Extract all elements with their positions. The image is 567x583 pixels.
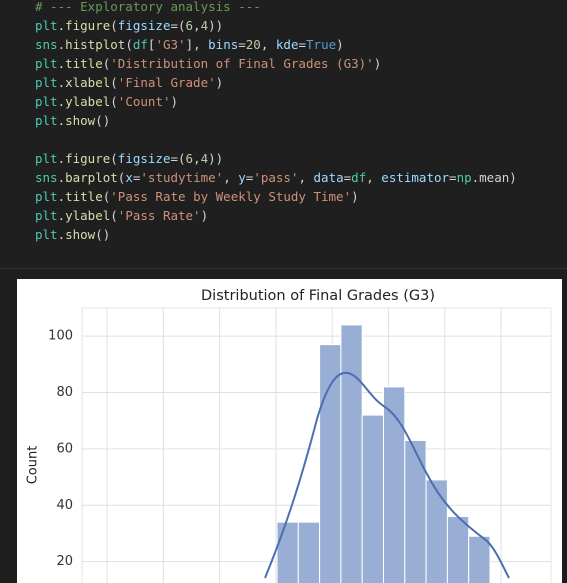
- bar: [276, 521, 299, 583]
- code-line: plt.title('Distribution of Final Grades …: [35, 56, 382, 71]
- code-line: # --- Exploratory analysis ---: [35, 0, 261, 14]
- y-tick-label: 40: [56, 498, 73, 513]
- code-line: plt.figure(figsize=(6,4)): [35, 151, 224, 166]
- y-tick-label: 80: [56, 385, 73, 400]
- chart-title: Distribution of Final Grades (G3): [201, 288, 435, 304]
- bar: [468, 535, 491, 583]
- code-line: sns.barplot(x='studytime', y='pass', dat…: [35, 170, 517, 185]
- bar: [297, 521, 321, 583]
- code-line: plt.show(): [35, 113, 111, 128]
- code-line: plt.title('Pass Rate by Weekly Study Tim…: [35, 189, 359, 204]
- bar: [446, 516, 470, 583]
- y-axis-label: Count: [26, 446, 41, 485]
- code-line: plt.xlabel('Final Grade'): [35, 75, 224, 90]
- bar: [340, 324, 363, 583]
- code-line: plt.show(): [35, 227, 111, 242]
- bar: [319, 344, 342, 583]
- code-line: sns.histplot(df['G3'], bins=20, kde=True…: [35, 37, 344, 52]
- code-line: plt.figure(figsize=(6,4)): [35, 18, 224, 33]
- bar: [425, 479, 448, 583]
- bar: [404, 439, 427, 583]
- kde-line: [264, 371, 510, 579]
- y-tick-label: 20: [56, 554, 73, 569]
- code-line: plt.ylabel('Pass Rate'): [35, 208, 209, 223]
- code-line: plt.ylabel('Count'): [35, 94, 179, 109]
- chart: Distribution of Final Grades (G3) Count …: [17, 279, 562, 583]
- bar: [361, 414, 385, 583]
- code-cell[interactable]: # --- Exploratory analysis --- plt.figure…: [0, 0, 567, 269]
- y-tick-label: 100: [48, 329, 73, 344]
- y-tick-label: 60: [56, 441, 73, 456]
